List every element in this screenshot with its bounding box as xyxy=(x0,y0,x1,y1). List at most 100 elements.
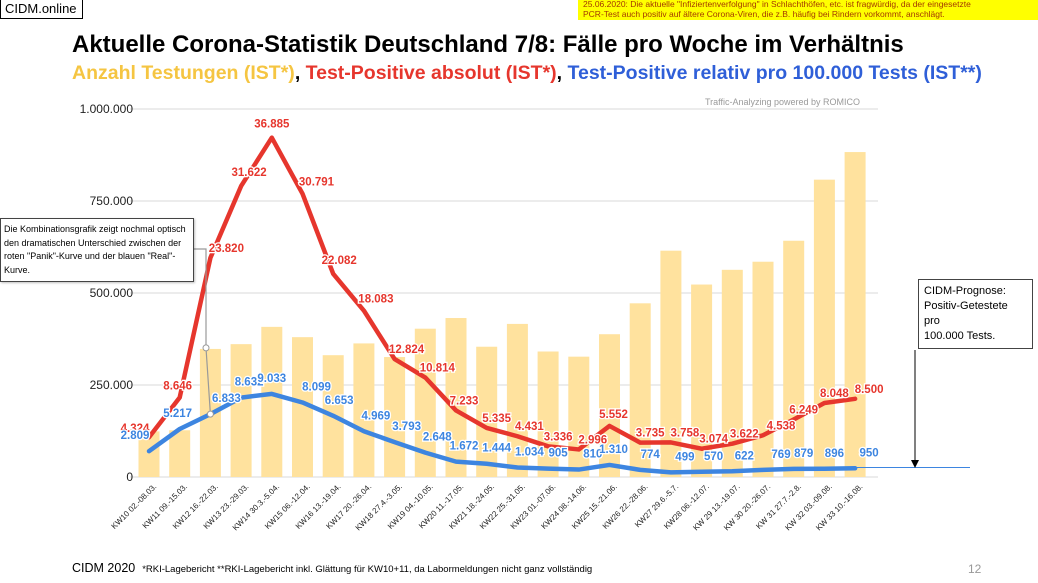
positive-absolute-data-label: 18.083 xyxy=(358,294,393,306)
tests-bar xyxy=(752,261,774,477)
positive-absolute-data-label: 8.646 xyxy=(163,380,192,392)
positive-relative-data-label: 2.648 xyxy=(423,432,452,444)
tests-bar xyxy=(721,269,743,477)
positive-relative-data-label: 499 xyxy=(675,451,694,463)
positive-absolute-data-label: 5.552 xyxy=(599,409,628,421)
subtitle-tests: Anzahl Testungen (IST*) xyxy=(72,62,295,84)
positive-absolute-data-label: 12.824 xyxy=(389,344,425,356)
positive-relative-data-label: 8.099 xyxy=(302,381,331,393)
notice-banner: 25.06.2020: Die aktuelle "Infiziertenver… xyxy=(578,0,1038,20)
tests-bar xyxy=(691,284,713,477)
positive-absolute-data-label: 4.324 xyxy=(121,423,150,435)
y-tick-label: 500.000 xyxy=(90,286,134,300)
positive-relative-data-label: 6.653 xyxy=(325,395,354,407)
page-number: 12 xyxy=(968,562,982,576)
watermark-text: Traffic-Analyzing powered by ROMICO xyxy=(705,97,860,107)
positive-absolute-data-label: 10.814 xyxy=(420,363,456,375)
positive-relative-data-label: 1.444 xyxy=(482,443,511,455)
positive-absolute-data-label: 36.885 xyxy=(254,119,290,131)
positive-relative-data-label: 879 xyxy=(794,448,813,460)
callout-cidm-forecast: CIDM-Prognose: Positiv-Getestete pro 100… xyxy=(918,279,1033,349)
positive-relative-data-label: 2.809 xyxy=(121,430,150,442)
positive-absolute-data-label: 23.820 xyxy=(209,243,244,255)
positive-relative-data-label: 1.310 xyxy=(599,444,628,456)
y-tick-label: 0 xyxy=(126,470,133,484)
positive-relative-data-label: 9.033 xyxy=(257,373,286,385)
forecast-line-4: 100.000 Tests. xyxy=(924,330,996,342)
tests-bar xyxy=(138,431,160,477)
positive-absolute-data-label: 30.791 xyxy=(299,177,335,189)
callout-combination-note: Die Kombinationsgrafik zeigt nochmal opt… xyxy=(0,218,194,282)
positive-absolute-data-label: 5.335 xyxy=(482,413,511,425)
positive-relative-data-label: 1.034 xyxy=(515,446,544,458)
positive-relative-data-label: 4.969 xyxy=(362,410,391,422)
site-label: CIDM.online xyxy=(0,0,83,19)
callout-connector xyxy=(186,248,211,415)
positive-relative-data-label: 6.833 xyxy=(212,393,241,405)
positive-absolute-data-label: 4.538 xyxy=(767,420,796,432)
positive-relative-data-label: 622 xyxy=(735,450,754,462)
tests-bar xyxy=(169,430,191,477)
subtitle-sep-1: , xyxy=(294,62,306,84)
series-lines xyxy=(146,135,858,475)
forecast-line-3: pro xyxy=(924,315,940,327)
positive-absolute-data-label: 3.758 xyxy=(671,427,700,439)
annotation-connectors xyxy=(186,248,970,469)
notice-line-1: 25.06.2020: Die aktuelle "Infiziertenver… xyxy=(583,0,971,9)
positive-absolute-data-label: 6.249 xyxy=(789,405,818,417)
tests-bar xyxy=(353,343,375,477)
combo-chart: 0 250.000 500.000 750.000 1.000.000 4.324 8.6… xyxy=(80,97,970,532)
positive-relative-data-label: 950 xyxy=(860,447,879,459)
subtitle-positive-relative: Test-Positive relativ pro 100.000 Tests … xyxy=(567,62,982,84)
positive-absolute-data-label: 3.336 xyxy=(544,431,573,443)
positive-relative-data-label: 8.632 xyxy=(235,377,264,389)
tests-bar xyxy=(230,344,252,477)
positive-absolute-data-label: 2.996 xyxy=(578,434,607,446)
y-tick-label: 750.000 xyxy=(90,194,134,208)
tests-bar xyxy=(445,318,467,477)
forecast-line-1: CIDM-Prognose: xyxy=(924,285,1006,297)
page-title: Aktuelle Corona-Statistik Deutschland 7/… xyxy=(72,31,904,58)
data-labels: 4.324 8.646 23.820 31.622 36.885 30.791 22.082… xyxy=(119,117,884,464)
positive-relative-line xyxy=(146,391,858,475)
tests-bar xyxy=(599,334,620,477)
subtitle-sep-2: , xyxy=(556,62,568,84)
positive-absolute-data-label: 8.048 xyxy=(820,388,849,400)
positive-absolute-data-label: 3.074 xyxy=(699,434,728,446)
positive-absolute-data-label: 8.500 xyxy=(855,384,884,396)
y-axis-ticks: 0 250.000 500.000 750.000 1.000.000 xyxy=(80,102,134,484)
positive-relative-data-label: 769 xyxy=(771,449,790,461)
tests-bar xyxy=(414,328,436,477)
positive-relative-data-label: 774 xyxy=(641,449,661,461)
positive-absolute-data-label: 4.431 xyxy=(515,421,544,433)
positive-absolute-data-label: 7.233 xyxy=(450,395,479,407)
page-subtitle: Anzahl Testungen (IST*), Test-Positive a… xyxy=(72,62,982,85)
positive-relative-data-label: 570 xyxy=(704,451,723,463)
notice-line-2: PCR-Test auch positiv auf ältere Corona-… xyxy=(583,8,945,19)
tests-bar xyxy=(629,303,651,477)
x-axis-ticks: KW10 02.-08.03.KW11 09.-15.03.KW12 16.-2… xyxy=(110,482,865,532)
positive-absolute-data-label: 22.082 xyxy=(322,255,357,267)
subtitle-positive-absolute: Test-Positive absolut (IST*) xyxy=(305,62,557,84)
tests-bar xyxy=(783,240,805,477)
tests-bar xyxy=(476,346,498,477)
tests-bar xyxy=(844,152,866,477)
forecast-arrowhead xyxy=(911,460,919,468)
positive-absolute-line xyxy=(146,135,858,452)
tests-bar xyxy=(384,357,406,477)
footer-note: *RKI-Lagebericht **RKI-Lagebericht inkl.… xyxy=(142,564,593,575)
positive-relative-data-label: 896 xyxy=(825,448,844,460)
tests-bar xyxy=(292,337,313,477)
footer-brand: CIDM 2020 xyxy=(72,561,136,575)
positive-absolute-data-label: 31.622 xyxy=(232,167,267,179)
positive-relative-data-label: 810 xyxy=(583,449,602,461)
callout-dot xyxy=(206,410,214,418)
positive-absolute-data-label: 3.735 xyxy=(636,428,665,440)
positive-relative-data-label: 1.672 xyxy=(450,441,479,453)
positive-relative-data-label: 905 xyxy=(549,448,569,460)
tests-bar xyxy=(261,326,283,477)
tests-bar xyxy=(660,250,682,477)
y-tick-label: 250.000 xyxy=(90,378,134,392)
callout-dot xyxy=(202,344,210,352)
positive-relative-data-label: 5.217 xyxy=(163,408,192,420)
